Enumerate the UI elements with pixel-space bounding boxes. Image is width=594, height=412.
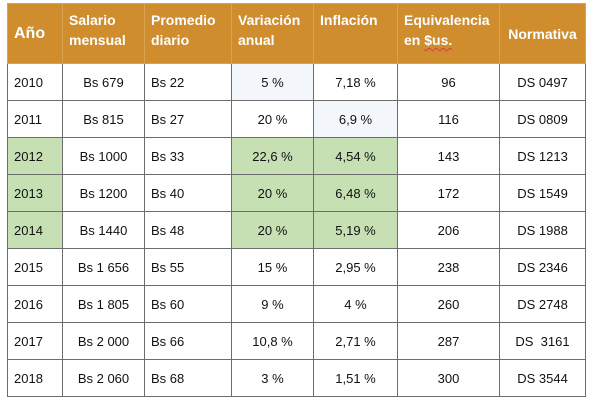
- cell-promedio: Bs 68: [144, 359, 232, 397]
- cell-equivalencia: 206: [397, 211, 500, 249]
- cell-normativa: DS 3161: [499, 322, 586, 360]
- cell-normativa: DS 2748: [499, 285, 586, 323]
- cell-promedio: Bs 27: [144, 100, 232, 138]
- header-salario-mensual: Salario mensual: [62, 3, 145, 64]
- cell-normativa: DS 0497: [499, 63, 586, 101]
- cell-normativa: DS 1549: [499, 174, 586, 212]
- cell-normativa: DS 3544: [499, 359, 586, 397]
- cell-promedio: Bs 48: [144, 211, 232, 249]
- table-row: 2018 Bs 2 060 Bs 68 3 % 1,51 % 300 DS 35…: [7, 359, 586, 397]
- cell-promedio: Bs 22: [144, 63, 232, 101]
- header-promedio-line1: Promedio: [151, 12, 216, 28]
- cell-variacion: 20 %: [231, 174, 314, 212]
- cell-salario: Bs 1 805: [62, 285, 145, 323]
- cell-inflacion: 6,9 %: [313, 100, 398, 138]
- header-inflacion: Inflación: [313, 3, 398, 64]
- header-promedio-diario: Promedio diario: [144, 3, 232, 64]
- cell-anio: 2015: [7, 248, 63, 286]
- cell-normativa: DS 2346: [499, 248, 586, 286]
- salary-table-container: Año Salario mensual Promedio diario Vari…: [7, 3, 586, 397]
- cell-anio: 2013: [7, 174, 63, 212]
- cell-equivalencia: 96: [397, 63, 500, 101]
- cell-equivalencia: 300: [397, 359, 500, 397]
- cell-variacion: 9 %: [231, 285, 314, 323]
- minimum-wage-table: Año Salario mensual Promedio diario Vari…: [7, 3, 586, 397]
- cell-inflacion: 4 %: [313, 285, 398, 323]
- cell-promedio: Bs 55: [144, 248, 232, 286]
- cell-equivalencia: 260: [397, 285, 500, 323]
- table-row: 2010 Bs 679 Bs 22 5 % 7,18 % 96 DS 0497: [7, 63, 586, 101]
- cell-equivalencia: 116: [397, 100, 500, 138]
- cell-variacion: 20 %: [231, 211, 314, 249]
- table-row: 2015 Bs 1 656 Bs 55 15 % 2,95 % 238 DS 2…: [7, 248, 586, 286]
- cell-inflacion: 7,18 %: [313, 63, 398, 101]
- cell-salario: Bs 1000: [62, 137, 145, 175]
- cell-variacion: 3 %: [231, 359, 314, 397]
- cell-inflacion: 6,48 %: [313, 174, 398, 212]
- cell-equivalencia: 238: [397, 248, 500, 286]
- cell-salario: Bs 815: [62, 100, 145, 138]
- cell-salario: Bs 1 656: [62, 248, 145, 286]
- table-row: 2011 Bs 815 Bs 27 20 % 6,9 % 116 DS 0809: [7, 100, 586, 138]
- cell-anio: 2018: [7, 359, 63, 397]
- cell-anio: 2016: [7, 285, 63, 323]
- cell-inflacion: 2,71 %: [313, 322, 398, 360]
- header-anio: Año: [7, 3, 63, 64]
- cell-anio: 2011: [7, 100, 63, 138]
- cell-salario: Bs 2 000: [62, 322, 145, 360]
- header-equivalencia: Equivalencia en $us.: [397, 3, 500, 64]
- cell-anio: 2014: [7, 211, 63, 249]
- cell-promedio: Bs 66: [144, 322, 232, 360]
- cell-salario: Bs 1440: [62, 211, 145, 249]
- cell-promedio: Bs 60: [144, 285, 232, 323]
- header-variacion-line2: anual: [238, 32, 275, 48]
- cell-anio: 2010: [7, 63, 63, 101]
- header-salario-line1: Salario: [69, 12, 116, 28]
- header-equivalencia-line2: en $us.: [404, 32, 453, 48]
- table-header-row: Año Salario mensual Promedio diario Vari…: [7, 3, 586, 64]
- cell-variacion: 10,8 %: [231, 322, 314, 360]
- cell-variacion: 5 %: [231, 63, 314, 101]
- table-row: 2012 Bs 1000 Bs 33 22,6 % 4,54 % 143 DS …: [7, 137, 586, 175]
- cell-inflacion: 2,95 %: [313, 248, 398, 286]
- header-variacion-anual: Variación anual: [231, 3, 314, 64]
- cell-normativa: DS 1988: [499, 211, 586, 249]
- cell-variacion: 22,6 %: [231, 137, 314, 175]
- table-row: 2016 Bs 1 805 Bs 60 9 % 4 % 260 DS 2748: [7, 285, 586, 323]
- cell-equivalencia: 172: [397, 174, 500, 212]
- cell-promedio: Bs 40: [144, 174, 232, 212]
- cell-promedio: Bs 33: [144, 137, 232, 175]
- cell-salario: Bs 679: [62, 63, 145, 101]
- table-row: 2013 Bs 1200 Bs 40 20 % 6,48 % 172 DS 15…: [7, 174, 586, 212]
- cell-inflacion: 4,54 %: [313, 137, 398, 175]
- header-variacion-line1: Variación: [238, 12, 301, 28]
- cell-anio: 2012: [7, 137, 63, 175]
- cell-inflacion: 5,19 %: [313, 211, 398, 249]
- cell-inflacion: 1,51 %: [313, 359, 398, 397]
- header-promedio-line2: diario: [151, 32, 190, 48]
- cell-salario: Bs 2 060: [62, 359, 145, 397]
- cell-variacion: 20 %: [231, 100, 314, 138]
- cell-salario: Bs 1200: [62, 174, 145, 212]
- header-salario-line2: mensual: [69, 32, 126, 48]
- cell-normativa: DS 1213: [499, 137, 586, 175]
- cell-equivalencia: 143: [397, 137, 500, 175]
- cell-equivalencia: 287: [397, 322, 500, 360]
- cell-normativa: DS 0809: [499, 100, 586, 138]
- currency-usd-label: $us.: [424, 32, 453, 48]
- table-row: 2017 Bs 2 000 Bs 66 10,8 % 2,71 % 287 DS…: [7, 322, 586, 360]
- cell-variacion: 15 %: [231, 248, 314, 286]
- table-row: 2014 Bs 1440 Bs 48 20 % 5,19 % 206 DS 19…: [7, 211, 586, 249]
- header-equivalencia-line1: Equivalencia: [404, 12, 490, 28]
- cell-anio: 2017: [7, 322, 63, 360]
- header-normativa: Normativa: [499, 3, 586, 64]
